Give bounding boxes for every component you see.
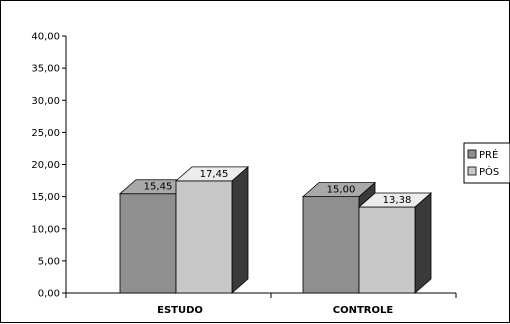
y-tick-label: 20,00 <box>31 160 60 171</box>
y-tick-label: 30,00 <box>31 96 60 107</box>
category-label: CONTROLE <box>333 305 394 316</box>
y-tick-label: 25,00 <box>31 128 60 139</box>
y-tick-label: 10,00 <box>31 224 60 235</box>
data-label: 17,45 <box>200 169 229 180</box>
data-label: 15,45 <box>144 182 173 193</box>
bar-side <box>231 166 249 294</box>
y-tick-label: 35,00 <box>31 64 60 75</box>
y-tick-label: 0,00 <box>38 289 60 300</box>
bar-estudo-pos <box>174 166 250 294</box>
bar-controle-pos <box>357 192 433 294</box>
category-label: ESTUDO <box>157 305 203 316</box>
chart-bars <box>118 166 433 294</box>
y-tick-label: 15,00 <box>31 192 60 203</box>
legend-label: PRÉ <box>479 148 498 161</box>
data-labels: 15,45 17,45 15,00 13,38 <box>144 169 412 206</box>
data-label: 15,00 <box>327 185 356 196</box>
bar-top <box>357 192 433 208</box>
bar-front <box>119 193 177 294</box>
y-tick-label: 40,00 <box>31 32 60 43</box>
bar-side <box>414 192 432 294</box>
legend-swatch <box>467 149 477 159</box>
y-axis-ticks: 0,00 5,00 10,00 15,00 20,00 25,00 30,00 35,00 40… <box>31 32 66 300</box>
bar-top <box>174 166 250 182</box>
legend: PRÉ PÓS <box>463 142 510 184</box>
bar-top <box>301 182 377 198</box>
legend-label: PÓS <box>479 165 499 178</box>
y-tick-label: 5,00 <box>38 256 60 267</box>
bar-front <box>358 206 416 294</box>
legend-swatch <box>467 166 477 176</box>
category-labels: ESTUDO CONTROLE <box>157 305 393 316</box>
bar-front <box>175 180 233 294</box>
bar-front <box>302 196 360 294</box>
data-label: 13,38 <box>383 195 412 206</box>
